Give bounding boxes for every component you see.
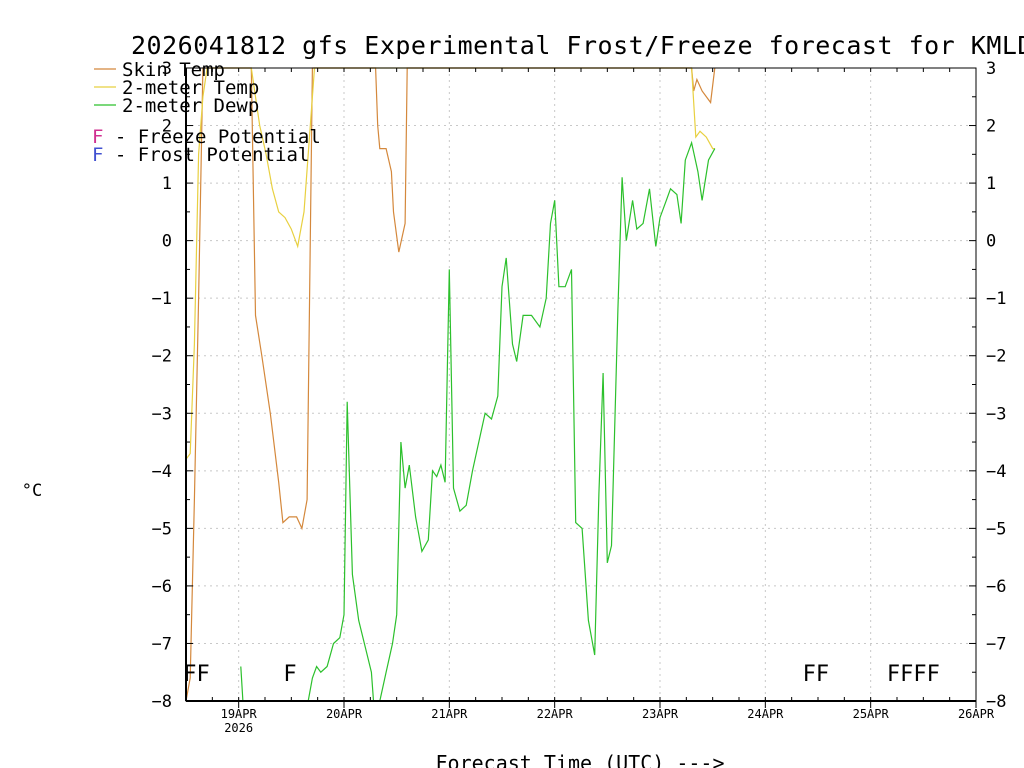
- freeze-marker: FF: [183, 662, 210, 687]
- y-tick-label-left: −6: [152, 577, 172, 597]
- y-tick-label-right: −2: [986, 347, 1006, 367]
- x-tick-label: 21APR: [431, 707, 468, 721]
- potential-text: - Freeze Potential: [103, 126, 320, 148]
- freeze-marker: FF: [803, 662, 830, 687]
- series-2-meter-temp: [185, 67, 715, 460]
- y-tick-label-left: 2: [162, 117, 172, 137]
- x-tick-label: 22APR: [537, 707, 574, 721]
- y-tick-label-left: −3: [152, 404, 172, 424]
- legend-potential: F - Frost Potential: [92, 144, 309, 166]
- freeze-potential-markers: FF F FF FFFF: [183, 662, 940, 687]
- y-tick-label-left: −7: [152, 634, 172, 654]
- y-tick-label-right: 3: [986, 59, 996, 79]
- freeze-marker: F: [283, 662, 296, 687]
- potential-letter: F: [92, 144, 103, 166]
- chart-title: 2026041812 gfs Experimental Frost/Freeze…: [131, 31, 1024, 60]
- potential-letter: F: [92, 126, 103, 148]
- legend-label: 2-meter Dewp: [122, 95, 259, 117]
- x-tick-label: 19APR: [221, 707, 258, 721]
- y-tick-label-right: −3: [986, 404, 1006, 424]
- y-tick-label-left: 3: [162, 59, 172, 79]
- y-tick-label-right: −7: [986, 634, 1006, 654]
- y-tick-label-right: −8: [986, 692, 1006, 712]
- x-axis-label: Forecast Time (UTC) --->: [436, 751, 725, 768]
- y-tick-label-left: −4: [152, 462, 172, 482]
- axes: 3 3 2 2 1 1 0 0 −1 −1 −2 −2 −3 −3 −4 −4 −5 −5 −6 −6 −7 −7 −8 −8…: [152, 59, 1007, 735]
- legend-potential: F - Freeze Potential: [92, 126, 321, 148]
- y-tick-label-right: −4: [986, 462, 1006, 482]
- x-tick-label: 20APR: [326, 707, 363, 721]
- legend-label: Skin Temp: [122, 59, 225, 81]
- x-tick-label: 24APR: [747, 707, 784, 721]
- y-tick-label-left: 1: [162, 174, 172, 194]
- x-tick-label: 23APR: [642, 707, 679, 721]
- y-tick-label-right: −6: [986, 577, 1006, 597]
- series-2-meter-dewp: [240, 140, 716, 702]
- y-tick-label-right: 0: [986, 232, 996, 252]
- y-tick-label-left: −5: [152, 519, 172, 539]
- y-tick-label-right: 1: [986, 174, 996, 194]
- y-tick-label-left: −8: [152, 692, 172, 712]
- y-tick-label-right: −5: [986, 519, 1006, 539]
- freeze-marker: FFFF: [887, 662, 940, 687]
- x-tick-label: 26APR: [958, 707, 995, 721]
- x-tick-label: 25APR: [853, 707, 890, 721]
- legend-label: 2-meter Temp: [122, 77, 259, 99]
- y-tick-label-left: 0: [162, 232, 172, 252]
- x-tick-sublabel: 2026: [224, 721, 253, 735]
- y-tick-label-left: −1: [152, 289, 172, 309]
- y-tick-label-right: −1: [986, 289, 1006, 309]
- y-axis-label: °C: [22, 481, 42, 501]
- potential-text: - Frost Potential: [103, 144, 309, 166]
- y-tick-label-right: 2: [986, 117, 996, 137]
- y-tick-label-left: −2: [152, 347, 172, 367]
